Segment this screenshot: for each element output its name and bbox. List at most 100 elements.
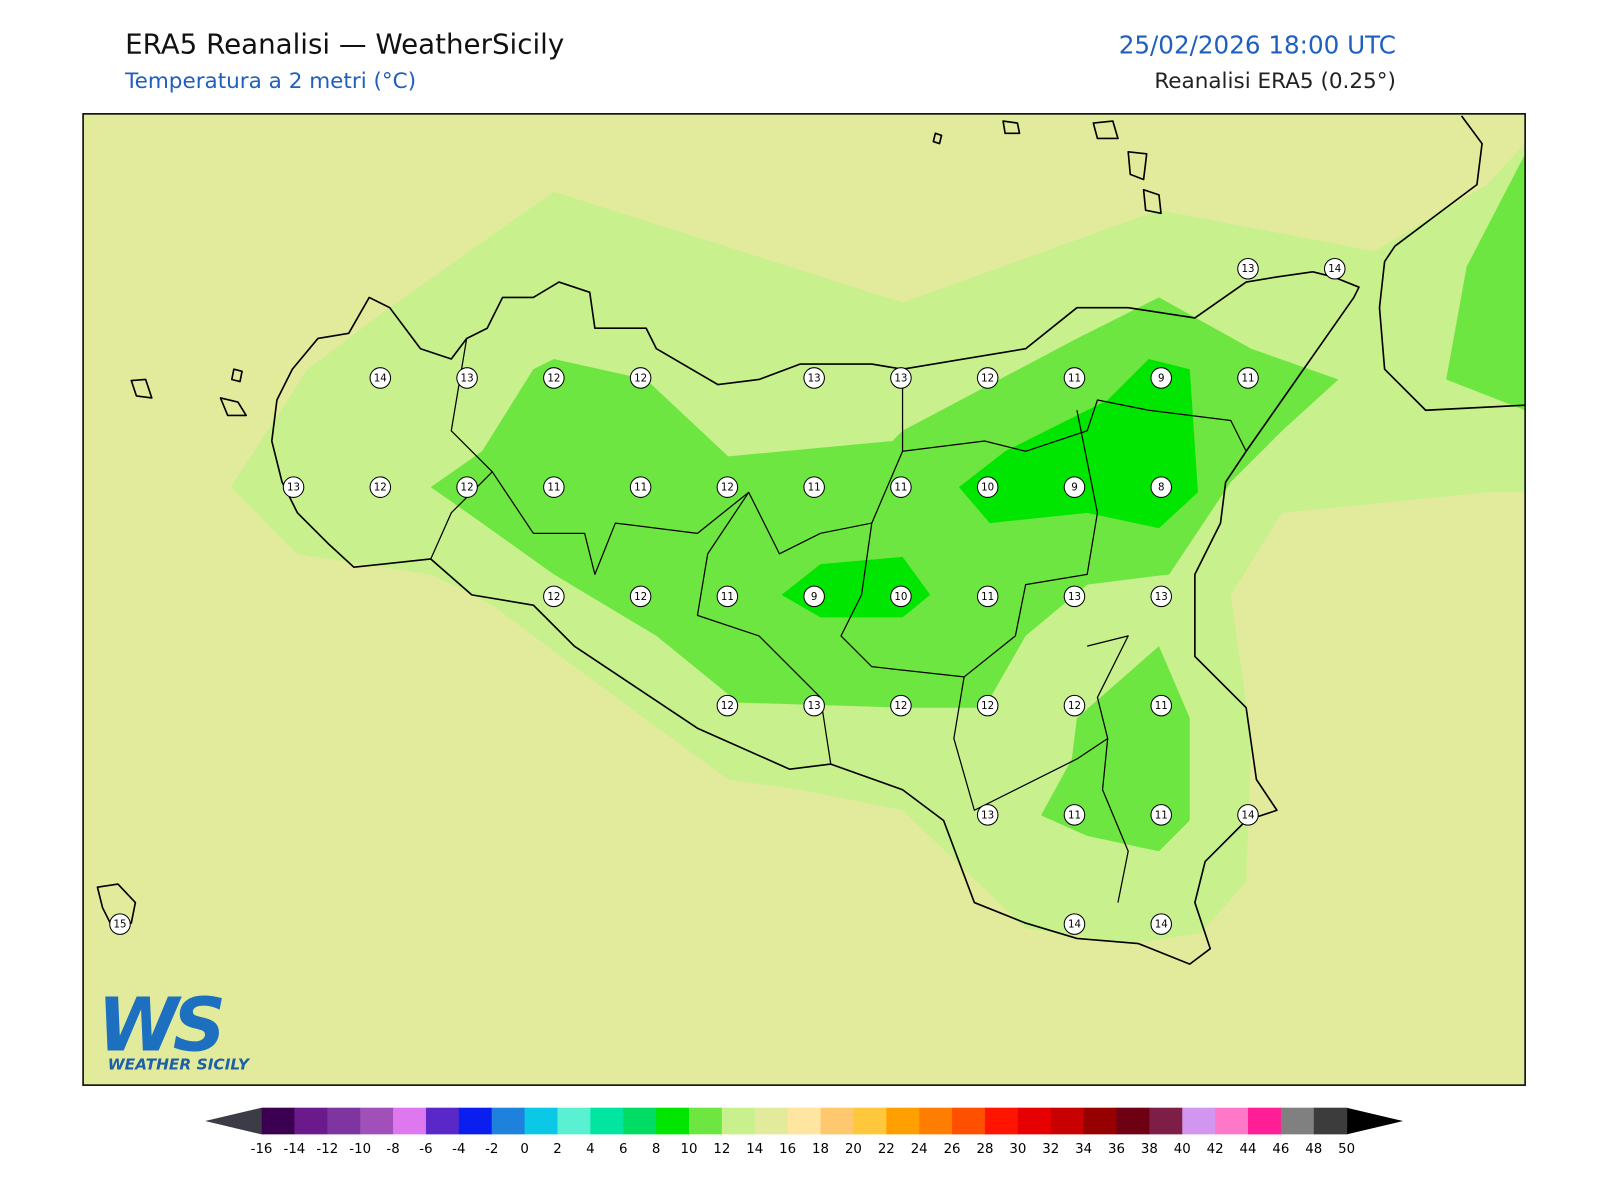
- station-value: 14: [1068, 919, 1081, 931]
- station-marker: [109, 913, 131, 935]
- coastline-calabria: [1378, 115, 1526, 412]
- colorbar-swatch: [1248, 1107, 1282, 1135]
- station-value: 13: [287, 482, 300, 494]
- station: 13: [1150, 585, 1172, 608]
- station: 14: [1063, 913, 1086, 935]
- colorbar-tick-label: 36: [1108, 1142, 1125, 1157]
- contour-10-12: [1446, 153, 1526, 411]
- colorbar-tick-label: 34: [1075, 1142, 1092, 1157]
- colorbar-swatch: [327, 1107, 361, 1135]
- colorbar-tick-label: -2: [485, 1142, 498, 1157]
- colorbar-tick-label: 48: [1305, 1142, 1322, 1157]
- colorbar-swatch: [952, 1107, 986, 1135]
- station-marker: [803, 694, 825, 717]
- station-value: 12: [894, 700, 907, 712]
- station-marker: [976, 476, 999, 498]
- station-marker: [716, 585, 739, 608]
- colorbar-tick-label: -6: [419, 1142, 432, 1157]
- station-value: 11: [1068, 372, 1081, 384]
- colorbar-swatch: [1182, 1107, 1216, 1135]
- station: 12: [716, 694, 739, 717]
- colorbar-tick-label: 4: [586, 1142, 594, 1157]
- station: 12: [976, 694, 999, 717]
- station: 9: [1063, 476, 1086, 498]
- station-value: 13: [1155, 591, 1168, 603]
- colorbar-swatch: [1017, 1107, 1052, 1135]
- station-marker: [543, 585, 565, 608]
- colorbar-swatch: [984, 1107, 1019, 1135]
- colorbar-swatch: [721, 1107, 756, 1135]
- colorbar-swatch: [656, 1107, 690, 1135]
- map-area: 13 14 14 13 12 12 13 13 12 11 9 11 13 12 12 11 11 12 11 11 1…: [83, 113, 1526, 1086]
- station-marker: [1150, 476, 1172, 498]
- station-value: 11: [1241, 372, 1254, 384]
- station: 9: [803, 585, 825, 608]
- colorbar-extend-low: [205, 1107, 262, 1135]
- station-value: 12: [721, 482, 734, 494]
- station-marker: [369, 476, 392, 498]
- station-value: 9: [1158, 372, 1165, 384]
- colorbar-swatch: [360, 1107, 394, 1135]
- station: 12: [716, 476, 739, 498]
- colorbar-swatch: [458, 1107, 493, 1135]
- colorbar-tick-label: 24: [911, 1142, 928, 1157]
- station: 13: [1063, 585, 1086, 608]
- colorbar-tick-label: 44: [1240, 1142, 1257, 1157]
- station-marker: [890, 367, 912, 389]
- colorbar-tick-label: 0: [520, 1142, 528, 1157]
- colorbar-swatch: [689, 1107, 723, 1135]
- datetime: 25/02/2026 18:00 UTC: [1119, 30, 1396, 59]
- station: 12: [1063, 694, 1086, 717]
- station-marker: [716, 694, 739, 717]
- station-marker: [976, 367, 999, 389]
- station-value: 12: [1068, 700, 1081, 712]
- station-marker: [282, 476, 305, 498]
- station-value: 11: [808, 482, 821, 494]
- station-value: 12: [461, 482, 474, 494]
- station-marker: [1150, 694, 1172, 717]
- station: 11: [890, 476, 912, 498]
- station: 13: [456, 367, 478, 389]
- station: 11: [1150, 804, 1172, 826]
- colorbar-tick-label: 32: [1042, 1142, 1059, 1157]
- colorbar-swatch: [294, 1107, 328, 1135]
- colorbar-tick-label: 16: [779, 1142, 796, 1157]
- colorbar-swatch: [557, 1107, 591, 1135]
- colorbar-tick-label: 28: [976, 1142, 993, 1157]
- colorbar-tick-label: 18: [812, 1142, 829, 1157]
- colorbar-swatch: [886, 1107, 920, 1135]
- station-value: 12: [547, 591, 560, 603]
- station: 13: [803, 694, 825, 717]
- station-value: 13: [461, 372, 474, 384]
- station-value: 11: [981, 591, 994, 603]
- colorbar-swatch: [754, 1107, 789, 1135]
- colorbar-swatch: [1149, 1107, 1183, 1135]
- station-value: 11: [1068, 809, 1081, 821]
- station: 9: [1150, 367, 1172, 389]
- station: 15: [109, 913, 131, 935]
- colorbar-tick-label: 14: [746, 1142, 763, 1157]
- colorbar-swatch: [1215, 1107, 1249, 1135]
- colorbar-swatch: [919, 1107, 953, 1135]
- station: 11: [716, 585, 739, 608]
- provincial-borders: [430, 338, 1247, 903]
- colorbar-swatch: [853, 1107, 887, 1135]
- station: 13: [890, 367, 912, 389]
- station: 11: [629, 476, 652, 498]
- colorbar-tick-label: 30: [1009, 1142, 1026, 1157]
- colorbar-swatch: [820, 1107, 854, 1135]
- station-marker: [1237, 367, 1259, 389]
- station: 13: [282, 476, 305, 498]
- station: 11: [1063, 367, 1086, 389]
- islands: [96, 120, 1162, 930]
- station-marker: [1063, 804, 1086, 826]
- station-marker: [890, 694, 912, 717]
- station-marker: [803, 476, 825, 498]
- station-marker: [1063, 694, 1086, 717]
- colorbar-swatch: [425, 1107, 460, 1135]
- colorbar-tick-label: -8: [386, 1142, 399, 1157]
- station-marker: [1150, 367, 1172, 389]
- station-marker: [543, 367, 565, 389]
- station-value: 12: [374, 482, 387, 494]
- coastline-sicily: [270, 270, 1360, 965]
